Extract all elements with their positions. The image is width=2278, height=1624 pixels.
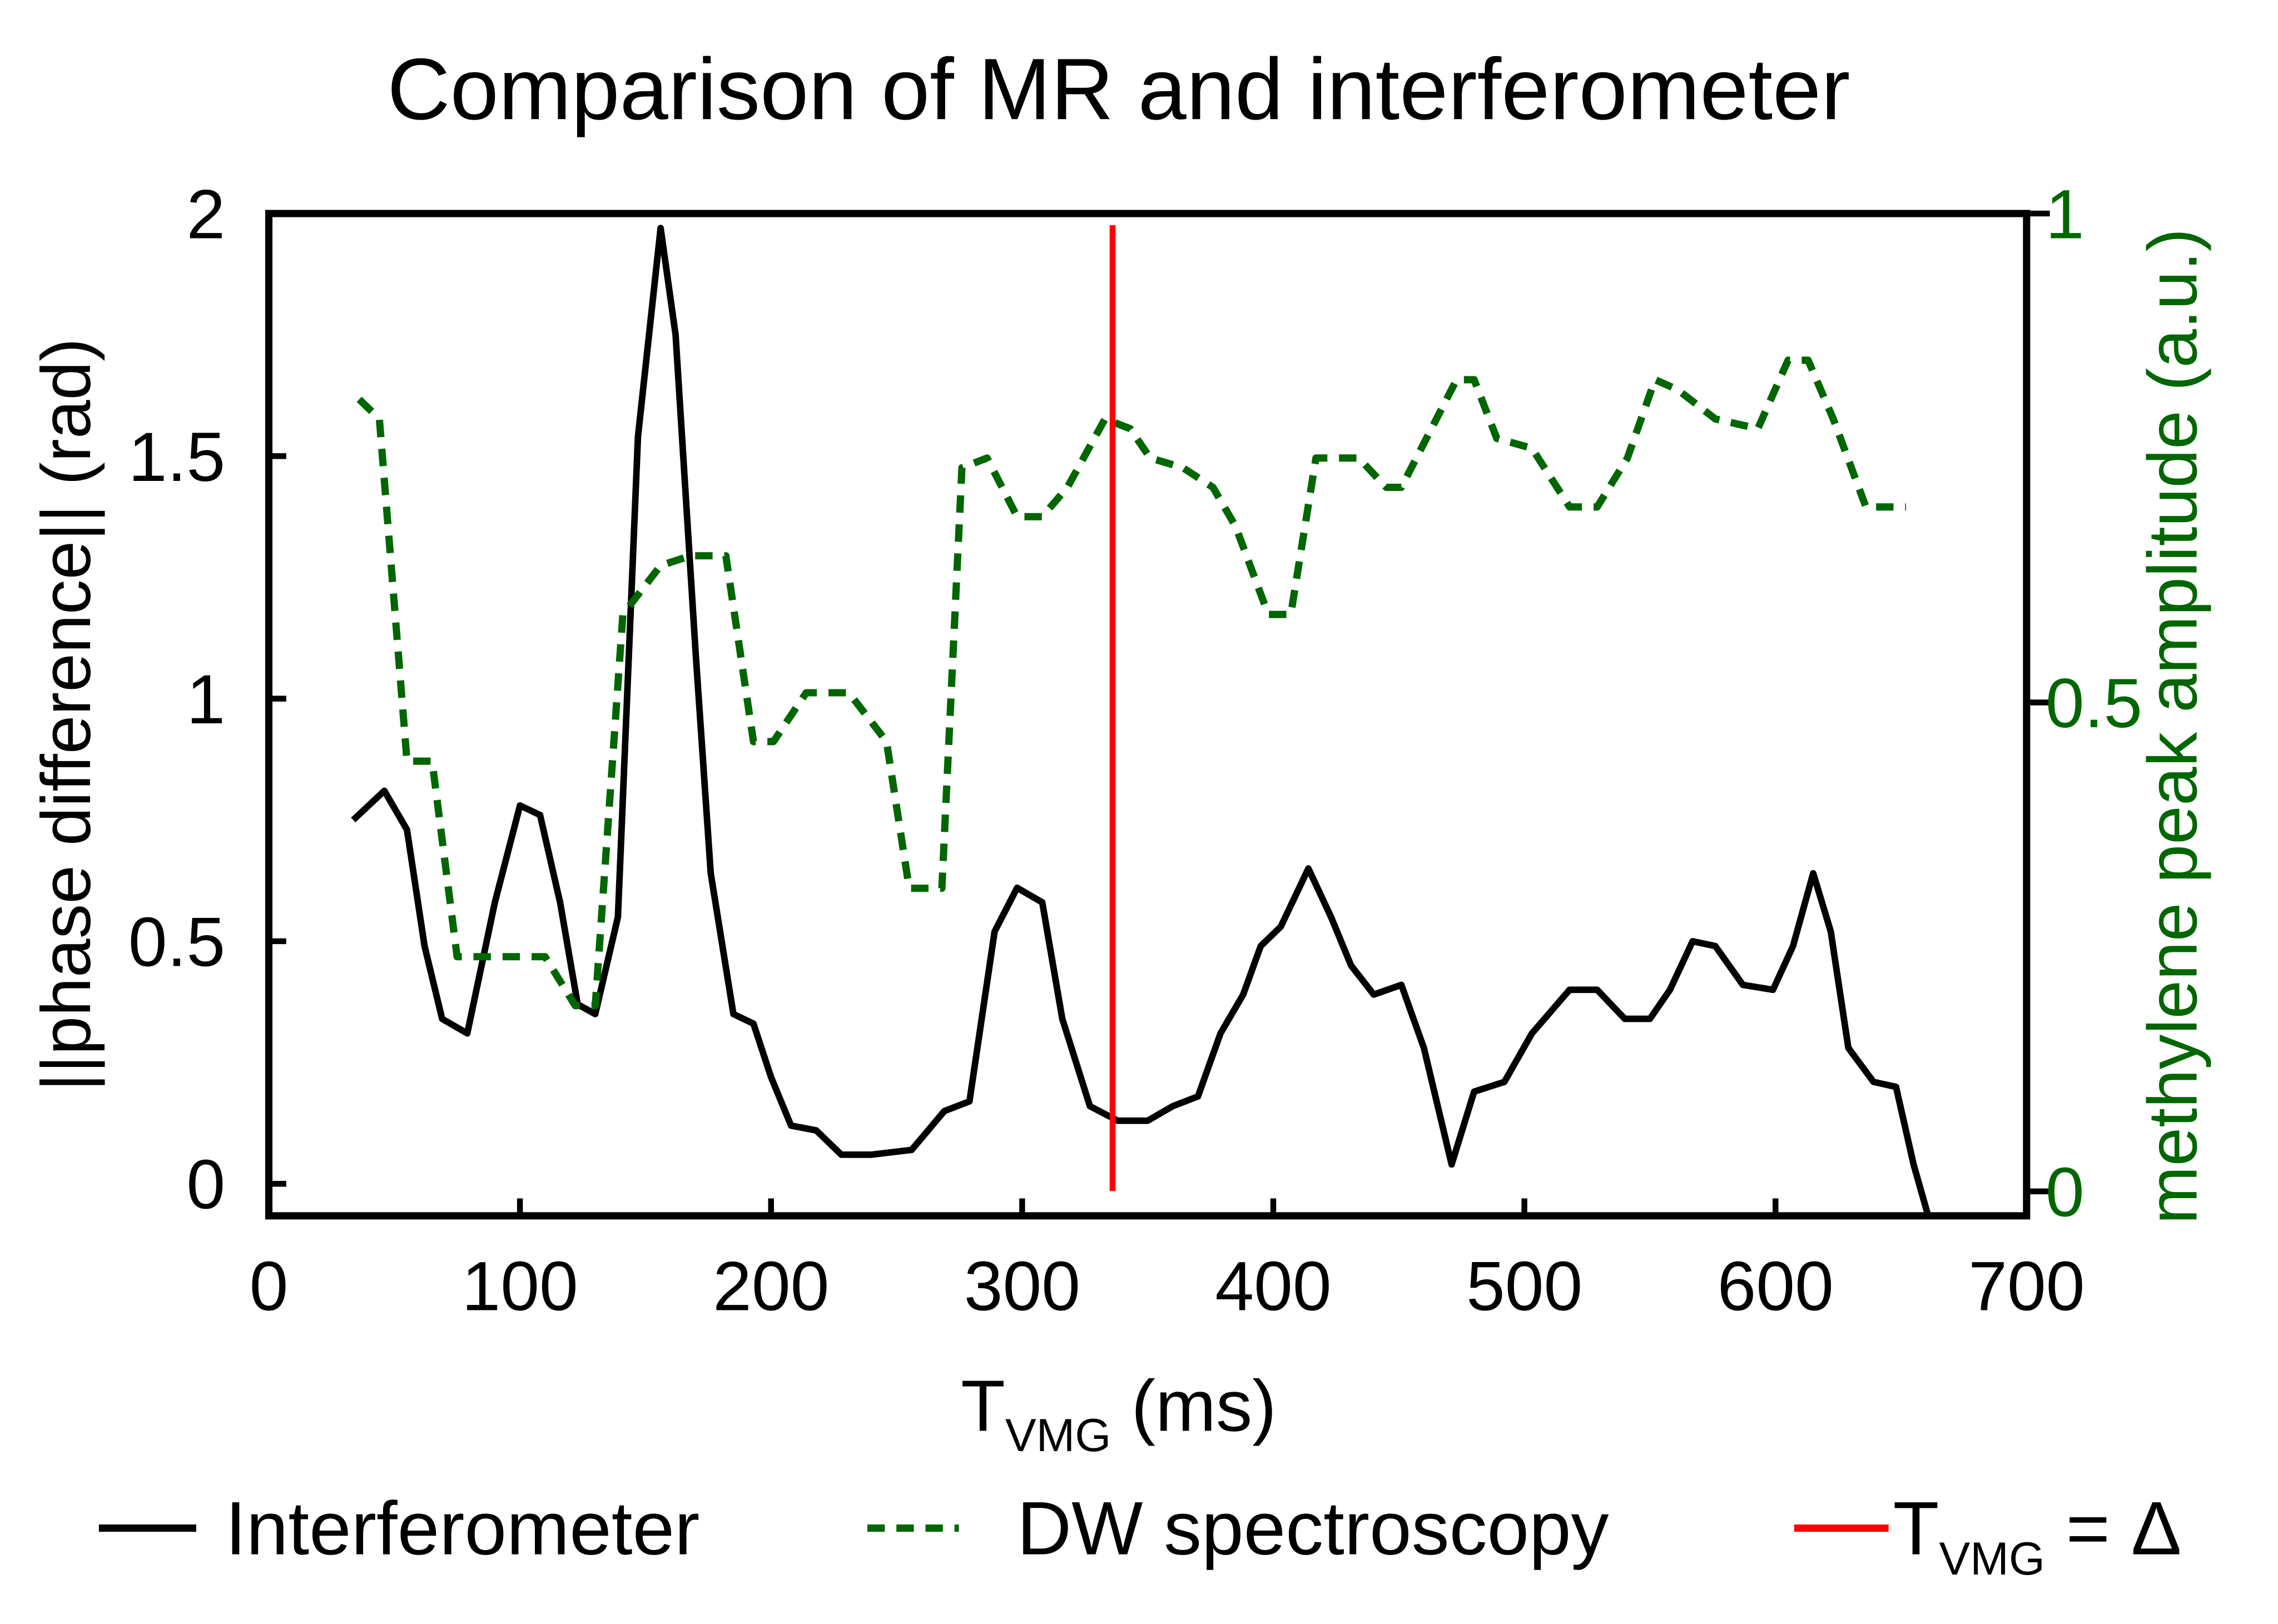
x-label-rest: (ms) xyxy=(1111,1365,1276,1447)
y-tick-label: 0.5 xyxy=(128,902,225,981)
chart-title: Comparison of MR and interferometer xyxy=(387,41,1850,138)
legend-label: DW spectroscopy xyxy=(1017,1486,1609,1571)
x-tick-label: 400 xyxy=(1215,1247,1331,1325)
y-tick-label: 0 xyxy=(186,1145,225,1224)
plot-frame xyxy=(265,210,2031,1220)
x-tick-label: 300 xyxy=(964,1247,1080,1325)
x-tick-label: 100 xyxy=(462,1247,578,1325)
series-line xyxy=(356,356,1907,1010)
x-tick-label: 500 xyxy=(1466,1247,1582,1325)
y2-tick-label: 1 xyxy=(2046,175,2085,253)
x-tick-label: 700 xyxy=(1968,1247,2085,1325)
x-tick-label: 600 xyxy=(1718,1247,1834,1325)
x-label-main: T xyxy=(961,1365,1005,1447)
y2-axis-label: methylene peak amplitude (a.u.) xyxy=(2133,229,2212,1224)
y-tick-label: 1 xyxy=(186,660,225,738)
y-tick-label: 1.5 xyxy=(128,418,225,496)
x-tick-label: 200 xyxy=(713,1247,829,1325)
x-tick-label: 0 xyxy=(250,1247,289,1325)
legend-label: TVMG = Δ xyxy=(1893,1486,2181,1585)
legend-label: Interferometer xyxy=(225,1486,699,1571)
x-label-sub: VMG xyxy=(1005,1409,1111,1461)
y-tick-label: 2 xyxy=(186,175,225,253)
y2-tick-label: 0.5 xyxy=(2046,664,2142,742)
y-axis-label: ||phase difference|| (rad) xyxy=(27,338,105,1091)
legend-label-main: T xyxy=(1893,1486,1939,1571)
x-axis-label: TVMG (ms) xyxy=(961,1365,1277,1462)
legend-label-rest: = Δ xyxy=(2045,1486,2182,1571)
legend-label-sub: VMG xyxy=(1939,1532,2044,1585)
y2-tick-label: 0 xyxy=(2046,1153,2085,1231)
